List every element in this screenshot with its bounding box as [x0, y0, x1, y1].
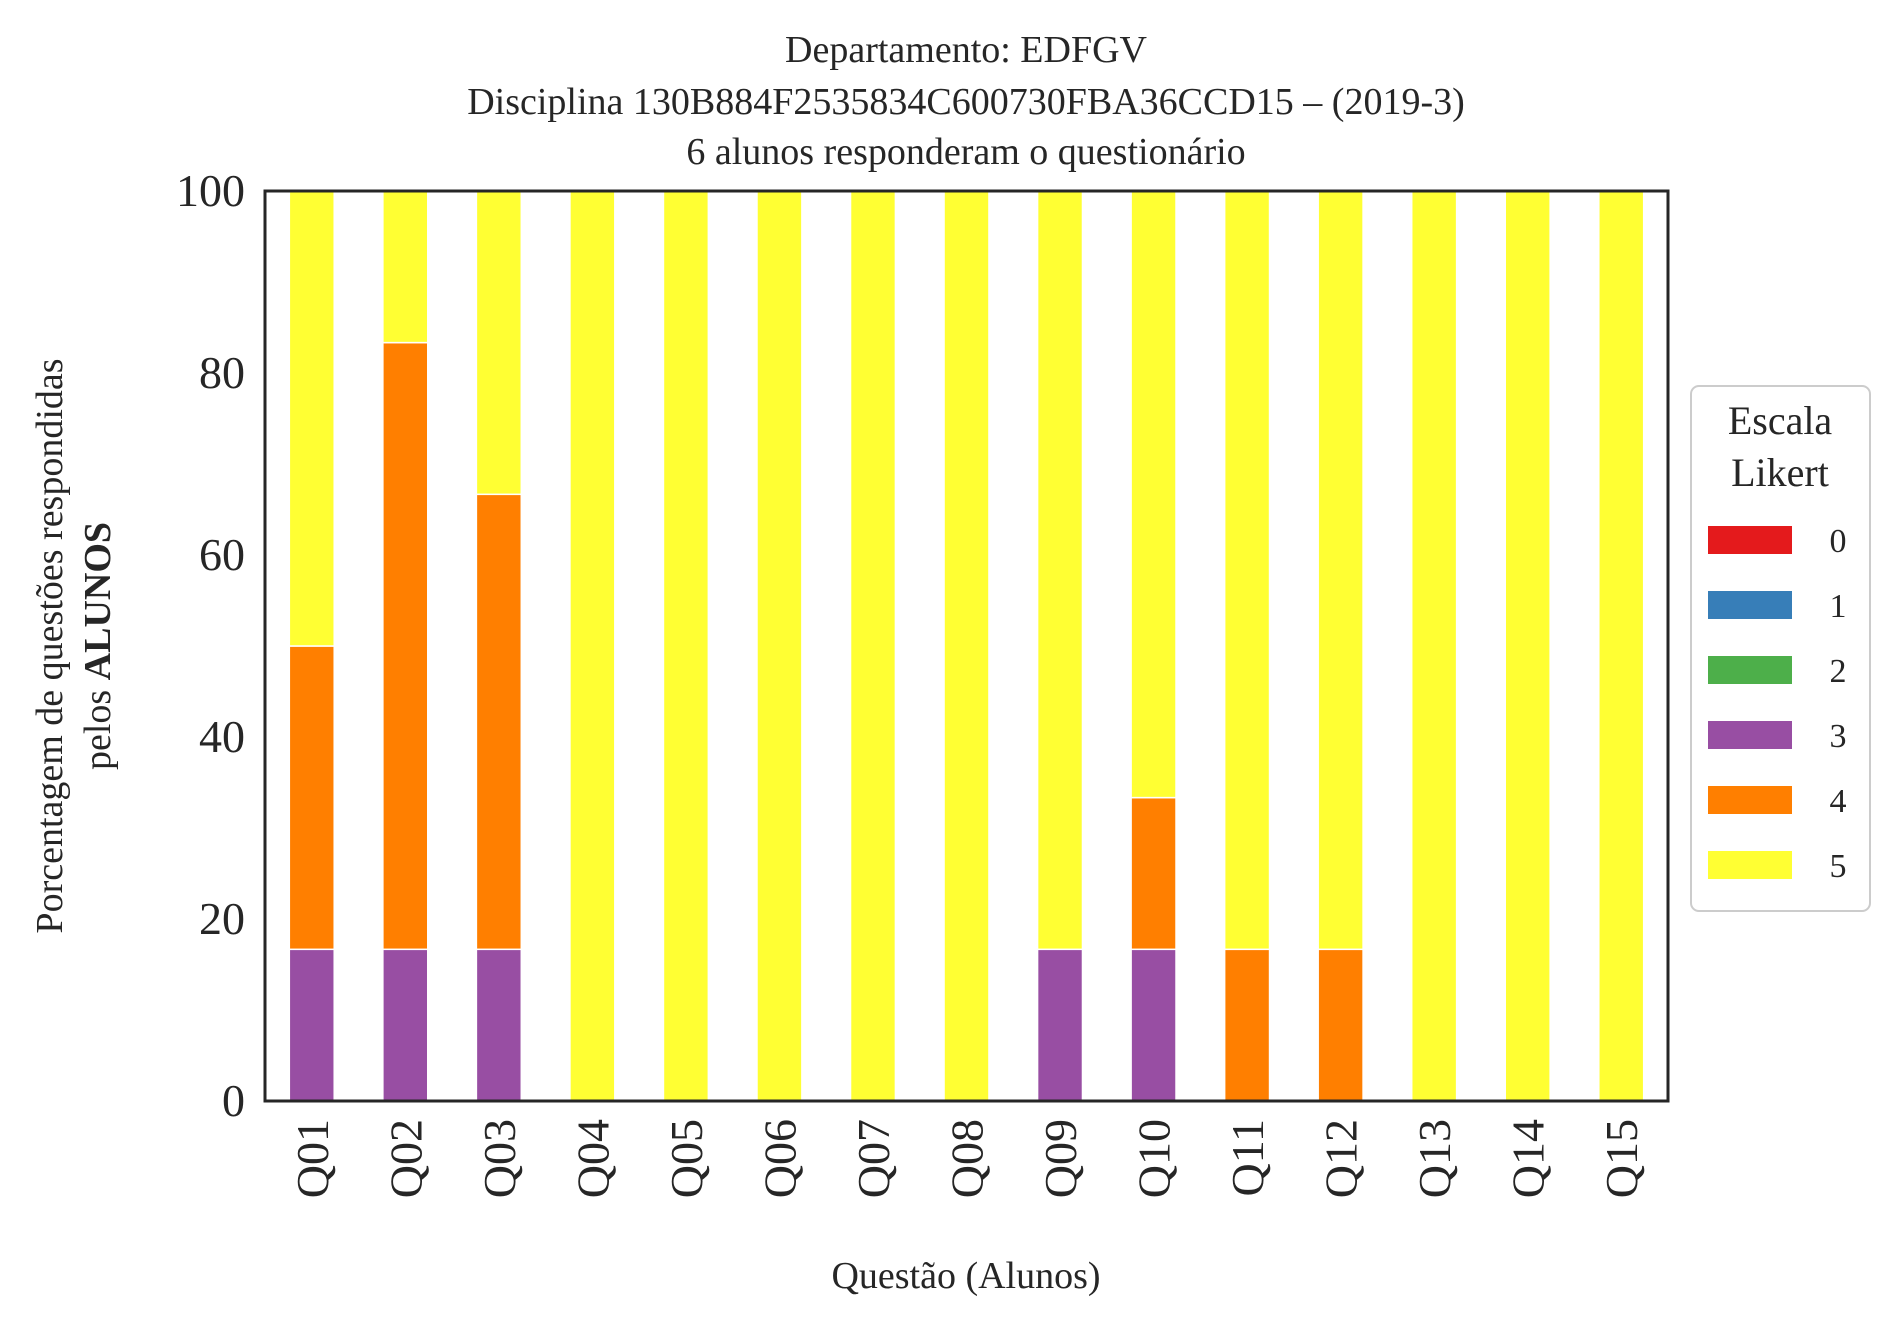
x-tick-label-q15: Q15 [1596, 1119, 1647, 1198]
bars-layer [288, 190, 1645, 1102]
bar-segment-q04-likert-5 [569, 190, 616, 1102]
x-tick-label-q12: Q12 [1316, 1119, 1367, 1198]
x-tick-label-q01: Q01 [287, 1119, 338, 1198]
x-tick-label-q06: Q06 [754, 1119, 805, 1198]
chart-title-line-2: Disciplina 130B884F2535834C600730FBA36CC… [467, 81, 1465, 123]
legend-label-3: 3 [1830, 718, 1847, 755]
bar-segment-q01-likert-3 [288, 948, 335, 1102]
bar-segment-q02-likert-3 [382, 948, 429, 1102]
x-tick-label-q10: Q10 [1129, 1119, 1180, 1198]
y-axis-label-prefix: pelos [77, 680, 119, 770]
x-tick-label-q05: Q05 [661, 1119, 712, 1198]
legend: Escala Likert 0 1 2 3 4 5 [1690, 385, 1871, 912]
y-tick-label: 40 [199, 711, 245, 762]
bar-segment-q03-likert-3 [475, 948, 523, 1102]
x-tick-label-q02: Q02 [380, 1119, 431, 1198]
bar-segment-q05-likert-5 [662, 190, 710, 1102]
bar-segment-q02-likert-4 [382, 341, 429, 951]
bar-segment-q09-likert-3 [1036, 948, 1084, 1102]
bar-segment-q14-likert-5 [1504, 190, 1551, 1102]
y-axis-label-line-1: Porcentagem de questões respondidas [29, 358, 71, 933]
legend-box [1690, 385, 1871, 912]
legend-title-line-1: Escala [1728, 398, 1833, 443]
y-axis-label: Porcentagem de questões respondidas pelo… [29, 358, 119, 933]
bar-segment-q13-likert-5 [1410, 190, 1458, 1102]
chart-title-line-1: Departamento: EDFGV [785, 29, 1148, 71]
bar-segment-q02-likert-5 [382, 190, 429, 344]
x-tick-label-q07: Q07 [848, 1119, 899, 1198]
x-tick-label-q03: Q03 [474, 1119, 525, 1198]
bar-segment-q15-likert-5 [1598, 190, 1645, 1102]
bar-segment-q08-likert-5 [943, 190, 990, 1102]
y-axis-label-line-2: pelos ALUNOS [77, 522, 119, 770]
legend-items: 0 1 2 3 4 5 [1708, 523, 1847, 885]
bar-segment-q09-likert-5 [1036, 190, 1084, 951]
legend-swatch-2 [1708, 656, 1792, 684]
bar-segment-q07-likert-5 [849, 190, 897, 1102]
bar-segment-q06-likert-5 [756, 190, 803, 1102]
bar-segment-q01-likert-4 [288, 645, 335, 951]
bar-segment-q10-likert-5 [1130, 190, 1177, 799]
y-axis-label-bold: ALUNOS [77, 522, 119, 680]
x-tick-label-q11: Q11 [1222, 1119, 1273, 1197]
bar-segment-q03-likert-5 [475, 190, 523, 496]
legend-label-2: 2 [1830, 653, 1847, 690]
bar-segment-q11-likert-4 [1223, 948, 1271, 1102]
legend-title-line-2: Likert [1731, 450, 1829, 495]
x-tick-label-q08: Q08 [942, 1119, 993, 1198]
legend-label-4: 4 [1830, 783, 1847, 820]
y-tick-label: 20 [199, 893, 245, 944]
bar-segment-q12-likert-5 [1317, 190, 1364, 951]
y-tick-label: 80 [199, 347, 245, 398]
chart-title-line-3: 6 alunos responderam o questionário [686, 131, 1245, 173]
bar-segment-q01-likert-5 [288, 190, 335, 647]
bar-segment-q12-likert-4 [1317, 948, 1364, 1102]
legend-swatch-0 [1708, 526, 1792, 554]
x-tick-label-q13: Q13 [1409, 1119, 1460, 1198]
y-tick-label: 100 [176, 165, 245, 216]
chart-title: Departamento: EDFGV Disciplina 130B884F2… [467, 29, 1465, 173]
bar-segment-q10-likert-3 [1130, 948, 1177, 1102]
bar-segment-q11-likert-5 [1223, 190, 1271, 951]
bar-segment-q10-likert-4 [1130, 796, 1177, 951]
x-tick-label-q09: Q09 [1035, 1119, 1086, 1198]
legend-label-0: 0 [1830, 523, 1847, 560]
x-tick-label-q14: Q14 [1503, 1119, 1554, 1198]
x-tick-label-q04: Q04 [567, 1119, 618, 1198]
legend-label-5: 5 [1830, 848, 1847, 885]
legend-swatch-1 [1708, 591, 1792, 619]
legend-swatch-5 [1708, 851, 1792, 879]
legend-swatch-3 [1708, 721, 1792, 749]
legend-swatch-4 [1708, 786, 1792, 814]
y-tick-label: 60 [199, 529, 245, 580]
bar-segment-q03-likert-4 [475, 493, 523, 951]
y-tick-label: 0 [222, 1075, 245, 1126]
x-axis-label: Questão (Alunos) [831, 1255, 1100, 1297]
x-axis-ticks: Q01 Q02 Q03 Q04 Q05 Q06 Q07 Q08 Q09 Q10 Q11 Q12 Q13 Q… [287, 1119, 1647, 1198]
plot-area-frame [263, 189, 1670, 1103]
legend-label-1: 1 [1830, 588, 1847, 625]
y-axis-ticks: 0 20 40 60 80 100 [176, 165, 245, 1126]
